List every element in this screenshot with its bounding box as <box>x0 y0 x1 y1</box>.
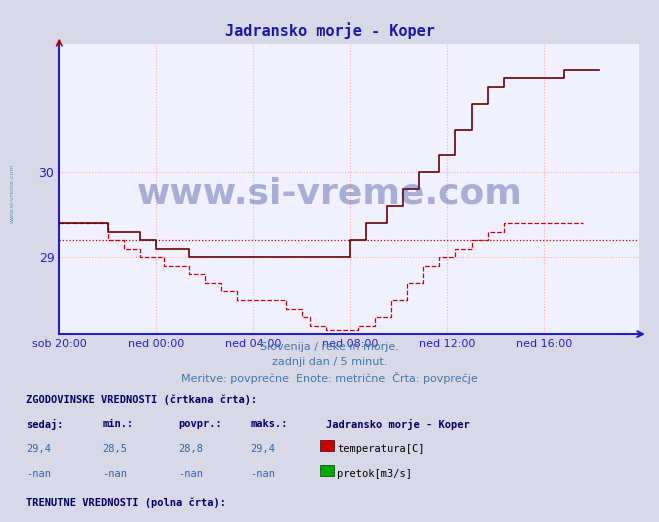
Text: 28,5: 28,5 <box>102 444 127 454</box>
Text: 29,4: 29,4 <box>250 444 275 454</box>
Text: -nan: -nan <box>26 469 51 479</box>
Text: Jadransko morje - Koper: Jadransko morje - Koper <box>225 22 434 39</box>
Text: -nan: -nan <box>250 469 275 479</box>
Text: -nan: -nan <box>102 469 127 479</box>
Text: TRENUTNE VREDNOSTI (polna črta):: TRENUTNE VREDNOSTI (polna črta): <box>26 498 226 508</box>
Text: min.:: min.: <box>102 419 133 429</box>
Text: temperatura[C]: temperatura[C] <box>337 444 425 454</box>
Text: maks.:: maks.: <box>250 419 288 429</box>
Text: www.si-vreme.com: www.si-vreme.com <box>136 176 523 210</box>
Text: povpr.:: povpr.: <box>178 419 221 429</box>
Text: Slovenija / reke in morje.: Slovenija / reke in morje. <box>260 342 399 352</box>
Text: ZGODOVINSKE VREDNOSTI (črtkana črta):: ZGODOVINSKE VREDNOSTI (črtkana črta): <box>26 394 258 405</box>
Text: sedaj:: sedaj: <box>26 419 64 430</box>
Text: www.si-vreme.com: www.si-vreme.com <box>9 163 14 223</box>
Text: Meritve: povprečne  Enote: metrične  Črta: povprečje: Meritve: povprečne Enote: metrične Črta:… <box>181 372 478 384</box>
Text: 29,4: 29,4 <box>26 444 51 454</box>
Text: 28,8: 28,8 <box>178 444 203 454</box>
Text: -nan: -nan <box>178 469 203 479</box>
Text: Jadransko morje - Koper: Jadransko morje - Koper <box>326 419 470 430</box>
Text: pretok[m3/s]: pretok[m3/s] <box>337 469 413 479</box>
Text: zadnji dan / 5 minut.: zadnji dan / 5 minut. <box>272 357 387 367</box>
